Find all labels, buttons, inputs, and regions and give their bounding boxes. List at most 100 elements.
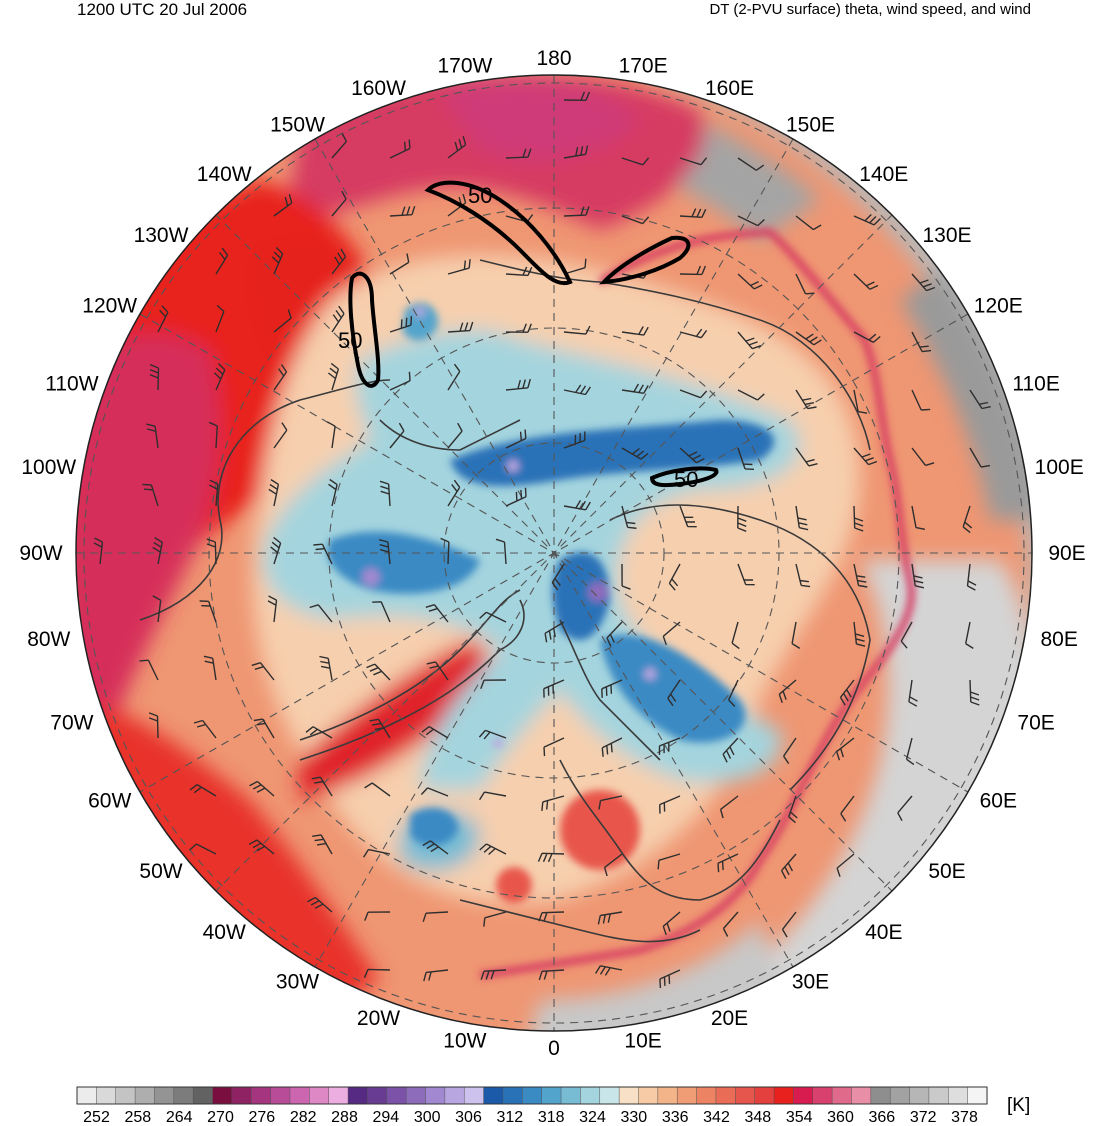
wind-barb [911, 389, 931, 411]
wind-barb [727, 679, 739, 707]
longitude-label: 30W [276, 971, 319, 994]
colorbar-cell [405, 1086, 427, 1105]
wind-barb [836, 737, 855, 761]
colorbar-cell [909, 1086, 930, 1105]
wind-barb [422, 840, 449, 855]
wind-barb [911, 447, 935, 467]
wind-barb [331, 190, 347, 217]
wind-barb [839, 679, 855, 706]
wind-barb [307, 896, 333, 913]
colorbar-cell [251, 1086, 272, 1105]
colorbar-cell [386, 1086, 407, 1105]
contour-label-siberia: 50 [674, 467, 698, 492]
wind-barb [908, 679, 918, 707]
wind-barb [853, 273, 879, 290]
longitude-label: 130W [134, 224, 189, 247]
wind-barb [563, 384, 591, 396]
longitude-labels: 180 170E 160E 150E 140E 130E 120E 110E 100E 90E 80… [19, 47, 1085, 1060]
wind-barb [737, 389, 765, 401]
wind-barb [667, 679, 681, 707]
wind-barb [563, 431, 586, 449]
wind-barb [563, 206, 590, 217]
colorbar-cell [715, 1086, 736, 1105]
longitude-label: 170W [437, 55, 492, 78]
colorbar-cell [270, 1086, 291, 1105]
contour-siberia [649, 466, 719, 488]
longitude-label: 0 [548, 1037, 560, 1060]
colorbar-cell [851, 1086, 872, 1105]
wind-barb [251, 662, 275, 681]
wind-barb [563, 145, 589, 159]
wind-barb [421, 726, 449, 739]
wind-barb [737, 215, 765, 227]
colorbar-cell [599, 1086, 620, 1105]
contour-north-pacific [424, 180, 573, 286]
wind-barb [331, 248, 347, 275]
wind-barb [447, 422, 463, 449]
colorbar-tick-label: 276 [248, 1109, 275, 1126]
longitude-label: 70E [1017, 711, 1054, 734]
wind-barb [389, 422, 405, 449]
wind-barb [208, 421, 218, 449]
wind-barb [795, 505, 809, 531]
wind-barb [447, 363, 461, 391]
colorbar-tick-label: 336 [662, 1109, 689, 1126]
wind-barb [853, 505, 864, 532]
wind-barb [969, 389, 991, 410]
longitude-label: 170E [619, 55, 668, 78]
wind-barb [309, 604, 333, 623]
wind-barb [538, 911, 565, 922]
wind-barb [737, 447, 755, 470]
colorbar-cell [831, 1086, 853, 1105]
wind-barb [327, 362, 340, 391]
wind-barb [795, 563, 811, 588]
wind-barb [305, 726, 333, 739]
longitude-label: 100E [1035, 456, 1084, 479]
wind-barb [543, 737, 565, 757]
wind-barb [662, 911, 681, 936]
colorbar-cell [870, 1086, 891, 1105]
wind-barb [389, 371, 411, 391]
wind-barb [621, 215, 650, 225]
wind-barb [601, 737, 623, 757]
wind-barb [152, 537, 163, 565]
wind-barb [911, 505, 926, 530]
colorbar-cell [948, 1086, 969, 1105]
wind-barb [897, 795, 913, 822]
longitude-label: 60W [88, 790, 131, 813]
colorbar-cell [115, 1086, 136, 1105]
longitude-label: 90E [1048, 542, 1085, 565]
wind-barb [737, 331, 762, 350]
wind-barb [595, 965, 623, 976]
wind-barb [479, 611, 507, 623]
wind-barb [505, 429, 527, 449]
colorbar-cell [134, 1086, 155, 1105]
wind-barb [731, 621, 740, 650]
colorbar-cell [502, 1086, 523, 1105]
longitude-label: 180 [536, 47, 571, 70]
wind-barb [312, 834, 333, 855]
wind-barb [900, 621, 913, 649]
wind-barb [737, 273, 763, 290]
wind-barb [480, 969, 507, 980]
wind-barb [328, 478, 338, 507]
colorbar-tick-label: 312 [496, 1109, 523, 1126]
colorbar-cell [580, 1086, 601, 1105]
longitude-label: 150W [270, 113, 325, 136]
wind-barb [253, 718, 275, 739]
wind-barb [273, 309, 292, 333]
wind-barb [249, 780, 275, 797]
wind-barb [679, 157, 708, 166]
wind-barbs [93, 91, 991, 989]
wind-barb [795, 331, 822, 346]
wind-barb [271, 247, 284, 275]
wind-barb [189, 784, 217, 797]
colorbar-tick-label: 306 [455, 1109, 482, 1126]
wind-barb [791, 621, 801, 649]
wind-barb [206, 538, 217, 565]
colorbar-tick-label: 324 [579, 1109, 606, 1126]
wind-barb [853, 389, 868, 414]
wind-barb [853, 331, 881, 344]
wind-barb [679, 389, 708, 399]
colorbar-unit: [K] [1007, 1095, 1031, 1116]
